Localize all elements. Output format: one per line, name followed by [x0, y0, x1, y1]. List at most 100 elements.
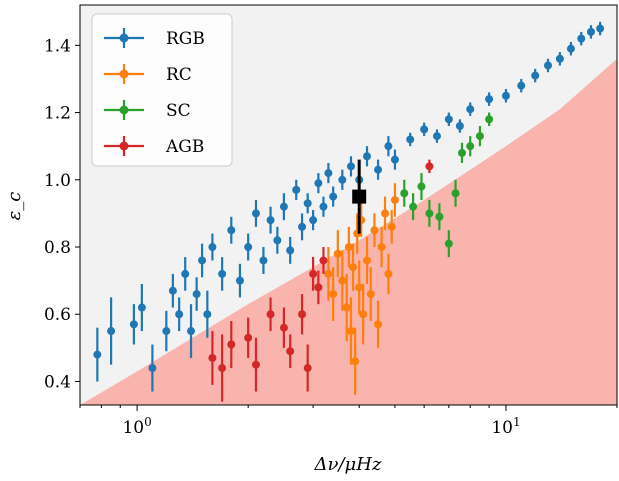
legend-label: SC	[166, 101, 191, 121]
data-point	[227, 340, 236, 349]
data-point	[162, 327, 171, 336]
data-point	[235, 276, 244, 285]
data-point	[148, 364, 157, 373]
data-point	[466, 105, 475, 114]
data-point	[333, 249, 342, 258]
series-agb	[208, 159, 434, 402]
axes: 0.4 0.6 0.8 1.0 1.2 1.4 100 101	[44, 36, 618, 438]
data-point	[309, 269, 318, 278]
data-point	[586, 27, 595, 36]
data-point	[279, 202, 288, 211]
series-rgb	[93, 21, 605, 392]
data-point	[370, 226, 379, 235]
data-point	[298, 310, 307, 319]
legend-marker	[119, 105, 129, 115]
data-point	[244, 243, 253, 252]
data-point	[517, 81, 526, 90]
data-point	[175, 310, 184, 319]
data-point	[181, 269, 190, 278]
data-point	[409, 202, 418, 211]
data-point	[303, 364, 312, 373]
legend-item-sc: SC	[104, 100, 191, 121]
x-axis-label: Δν/μHz	[314, 454, 382, 475]
data-point	[168, 286, 177, 295]
data-point	[279, 323, 288, 332]
data-point	[485, 95, 494, 104]
data-point	[329, 290, 338, 299]
data-point	[363, 256, 372, 265]
data-point	[451, 189, 460, 198]
data-point	[203, 310, 212, 319]
data-point	[129, 320, 138, 329]
plot-frame	[79, 4, 618, 406]
data-point	[420, 125, 429, 134]
data-point	[227, 226, 236, 235]
data-point	[596, 24, 605, 33]
data-point	[218, 364, 227, 373]
data-point	[466, 142, 475, 151]
data-point	[432, 132, 441, 141]
data-point	[374, 165, 383, 174]
data-point	[324, 169, 333, 178]
data-point	[381, 209, 390, 218]
y-tick-label: 0.4	[44, 372, 71, 392]
data-point	[531, 71, 540, 80]
data-point	[107, 327, 116, 336]
data-point	[543, 61, 552, 70]
data-point	[390, 195, 399, 204]
data-point	[400, 189, 409, 198]
data-point	[444, 115, 453, 124]
data-point	[187, 327, 196, 336]
data-point	[435, 212, 444, 221]
forbidden-region	[80, 58, 617, 405]
data-point	[485, 115, 494, 124]
data-point	[208, 353, 217, 362]
data-point	[425, 162, 434, 171]
data-point	[338, 175, 347, 184]
data-point	[555, 54, 564, 63]
legend: RGB RC SC AGB	[91, 13, 233, 167]
data-point	[566, 44, 575, 53]
legend-marker	[119, 141, 129, 151]
data-marks	[93, 21, 605, 402]
data-point	[266, 310, 275, 319]
highlight-point	[352, 189, 367, 204]
data-point	[458, 148, 467, 157]
legend-marker	[119, 69, 129, 79]
data-point	[303, 199, 312, 208]
data-point	[93, 350, 102, 359]
data-point	[251, 209, 260, 218]
legend-item-rgb: RGB	[104, 28, 205, 49]
legend-marker	[119, 33, 129, 43]
y-axis-label: ε_c	[4, 192, 25, 221]
legend-label: AGB	[165, 137, 204, 157]
y-tick-label: 0.6	[44, 305, 71, 325]
data-point	[244, 333, 253, 342]
data-point	[406, 135, 415, 144]
data-point	[314, 179, 323, 188]
x-tick-label: 100	[122, 415, 151, 438]
data-point	[355, 283, 364, 292]
y-tick-label: 1.4	[44, 36, 71, 56]
data-point	[309, 216, 318, 225]
data-point	[387, 222, 396, 231]
data-point	[292, 185, 301, 194]
data-point	[137, 303, 146, 312]
data-point	[259, 256, 268, 265]
data-point	[192, 290, 201, 299]
data-point	[444, 239, 453, 248]
data-point	[319, 256, 328, 265]
legend-item-rc: RC	[104, 64, 192, 85]
data-point	[342, 303, 351, 312]
data-point	[286, 347, 295, 356]
data-point	[377, 243, 386, 252]
data-point	[349, 263, 358, 272]
data-point	[329, 192, 338, 201]
data-point	[425, 209, 434, 218]
data-point	[273, 236, 282, 245]
series-sc	[400, 112, 494, 258]
data-point	[374, 320, 383, 329]
data-point	[475, 132, 484, 141]
data-point	[251, 360, 260, 369]
